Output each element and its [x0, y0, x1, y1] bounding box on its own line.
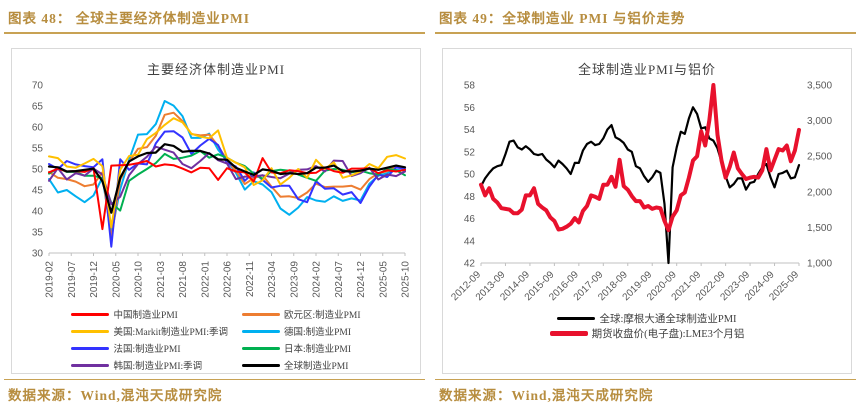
- figure-48-chart-box: 主要经济体制造业PMI 30 35 40 45 50 55 60 65 70 2019-02 201…: [11, 48, 421, 374]
- svg-text:3,500: 3,500: [807, 81, 832, 92]
- korea-pmi-line-swatch: [71, 363, 110, 367]
- svg-text:2024-07: 2024-07: [334, 261, 345, 298]
- svg-text:2022-06: 2022-06: [223, 261, 234, 298]
- svg-text:2021-08: 2021-08: [178, 261, 189, 298]
- svg-text:2024-02: 2024-02: [312, 261, 323, 298]
- svg-text:2022-01: 2022-01: [200, 261, 211, 298]
- svg-text:48: 48: [464, 192, 476, 203]
- svg-text:2,000: 2,000: [807, 187, 832, 198]
- svg-text:52: 52: [464, 147, 476, 158]
- figure-49-chart-title: 全球制造业PMI与铝价: [577, 62, 717, 77]
- svg-text:44: 44: [464, 236, 476, 247]
- svg-text:30: 30: [32, 249, 44, 260]
- svg-text:2020-10: 2020-10: [134, 261, 145, 298]
- legend-item-global-jpm-pmi: 全球:摩根大通全球制造业PMI: [557, 311, 737, 326]
- svg-text:35: 35: [32, 228, 44, 239]
- legend-item-france-pmi: 法国:制造业PMI: [71, 341, 228, 355]
- legend-item-global-pmi: 全球制造业PMI: [241, 358, 361, 372]
- svg-text:1,500: 1,500: [807, 223, 832, 234]
- figure-48-source: 数据来源：Wind,混沌天成研究院: [4, 379, 425, 403]
- figure-49-header: 图表 49：全球制造业 PMI 与铝价走势: [435, 0, 856, 34]
- legend-item-china-pmi: 中国制造业PMI: [71, 307, 228, 321]
- figure-48-header: 图表 48： 全球主要经济体制造业PMI: [4, 0, 425, 34]
- china-pmi-line-swatch: [71, 312, 110, 316]
- japan-pmi-line-swatch: [241, 346, 280, 350]
- svg-text:56: 56: [464, 103, 476, 114]
- svg-text:3,000: 3,000: [807, 116, 832, 127]
- svg-text:2020-05: 2020-05: [111, 261, 122, 298]
- svg-text:50: 50: [32, 165, 44, 176]
- pmi-aluminum-dual-axis-chart: 42 44 46 48 50 52 54 56 58 1,000 1,500 2,000 2,500 3,…: [449, 81, 832, 304]
- legend-item-eurozone-pmi: 欧元区:制造业PMI: [241, 307, 361, 321]
- svg-text:40: 40: [32, 207, 44, 218]
- legend-item-lme-aluminum: 期货收盘价(电子盘):LME3个月铝: [549, 326, 744, 341]
- figure-49-source: 数据来源：Wind,混沌天成研究院: [435, 379, 856, 403]
- svg-text:2019-07: 2019-07: [67, 261, 78, 298]
- svg-text:58: 58: [464, 81, 476, 92]
- figure-48-chart-title: 主要经济体制造业PMI: [146, 62, 286, 77]
- eurozone-pmi-line-swatch: [241, 312, 280, 316]
- global-pmi-line-swatch: [241, 363, 280, 367]
- legend-item-germany-pmi: 德国:制造业PMI: [241, 324, 361, 338]
- figure-48-legend: 中国制造业PMI 欧元区:制造业PMI 美国:Markit制造业PMI:季调 德…: [12, 307, 420, 372]
- figure-49-legend: 全球:摩根大通全球制造业PMI 期货收盘价(电子盘):LME3个月铝: [443, 311, 851, 341]
- svg-text:2019-02: 2019-02: [45, 261, 56, 298]
- figure-49-column: 图表 49：全球制造业 PMI 与铝价走势 全球制造业PMI与铝价 42 44 46…: [431, 0, 862, 403]
- svg-text:46: 46: [464, 214, 476, 225]
- svg-text:2023-09: 2023-09: [289, 261, 300, 298]
- svg-text:1,000: 1,000: [807, 259, 832, 270]
- figure-49-chart-box: 全球制造业PMI与铝价 42 44 46 48 50 52 54 56 58 1,000 1,500…: [442, 48, 852, 374]
- svg-text:42: 42: [464, 259, 476, 270]
- france-pmi-line-swatch: [71, 346, 110, 350]
- svg-text:70: 70: [32, 81, 44, 92]
- svg-text:45: 45: [32, 186, 44, 197]
- svg-text:2025-05: 2025-05: [378, 261, 389, 298]
- svg-text:50: 50: [464, 170, 476, 181]
- svg-text:55: 55: [32, 144, 44, 155]
- legend-item-us-pmi: 美国:Markit制造业PMI:季调: [71, 324, 228, 338]
- svg-text:2024-12: 2024-12: [356, 261, 367, 298]
- global-jpm-pmi-line-swatch: [557, 317, 596, 320]
- pmi-multi-line-chart: 30 35 40 45 50 55 60 65 70 2019-02 2019-07 2019-12 2…: [32, 81, 412, 298]
- svg-text:2025-10: 2025-10: [401, 261, 412, 298]
- svg-text:2022-11: 2022-11: [245, 261, 256, 297]
- svg-text:2019-12: 2019-12: [89, 261, 100, 298]
- svg-text:2023-04: 2023-04: [267, 261, 278, 298]
- svg-text:60: 60: [32, 123, 44, 134]
- svg-text:2021-03: 2021-03: [156, 261, 167, 298]
- us-pmi-line-swatch: [71, 329, 110, 333]
- svg-text:65: 65: [32, 102, 44, 113]
- figure-48-column: 图表 48： 全球主要经济体制造业PMI 主要经济体制造业PMI 30 35 40 4…: [4, 0, 425, 403]
- svg-text:2,500: 2,500: [807, 152, 832, 163]
- legend-item-japan-pmi: 日本:制造业PMI: [241, 341, 361, 355]
- lme-aluminum-line-swatch: [549, 331, 588, 336]
- svg-text:54: 54: [464, 125, 476, 136]
- germany-pmi-line-swatch: [241, 329, 280, 333]
- legend-item-korea-pmi: 韩国:制造业PMI:季调: [71, 358, 228, 372]
